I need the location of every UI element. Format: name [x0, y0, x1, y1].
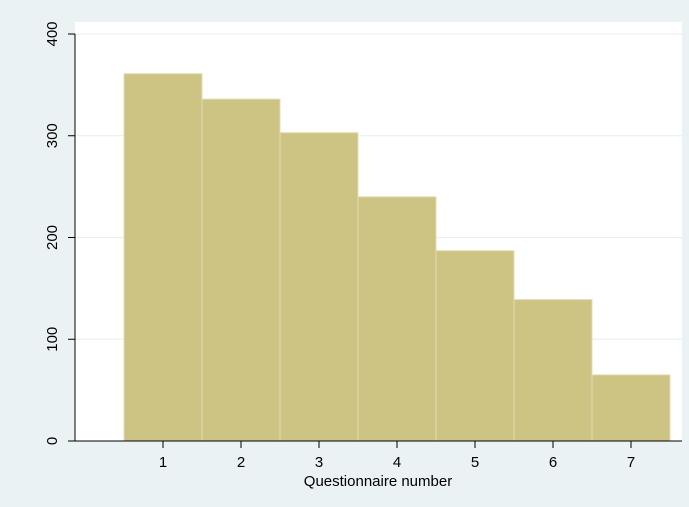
- x-tick-label: 3: [315, 454, 323, 471]
- y-tick-label: 200: [44, 225, 61, 250]
- y-tick-label: 300: [44, 123, 61, 148]
- bar-1: [123, 73, 203, 442]
- x-axis-title: Questionnaire number: [304, 473, 452, 490]
- x-tick-label: 7: [627, 454, 635, 471]
- x-tick-label: 4: [393, 454, 401, 471]
- bar-4: [357, 196, 437, 442]
- x-tick-label: 6: [549, 454, 557, 471]
- bar-3: [279, 132, 359, 442]
- x-tick-label: 1: [159, 454, 167, 471]
- bar-7: [591, 374, 671, 442]
- x-tick-label: 2: [237, 454, 245, 471]
- bar-6: [513, 299, 593, 442]
- x-axis-ticks: 1 2 3 4 5 6 7: [159, 441, 635, 471]
- y-tick-label: 400: [44, 21, 61, 46]
- bar-2: [201, 98, 281, 442]
- x-tick-label: 5: [471, 454, 479, 471]
- bar-5: [435, 250, 515, 442]
- y-axis-ticks: 0 100 200 300 400: [44, 21, 75, 445]
- y-tick-label: 0: [44, 437, 61, 445]
- y-tick-label: 100: [44, 327, 61, 352]
